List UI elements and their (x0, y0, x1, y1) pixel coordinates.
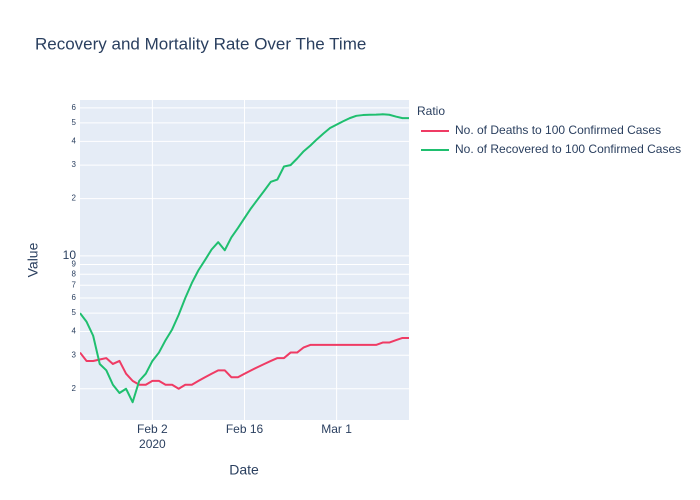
y-tick-label: 3 (72, 350, 77, 359)
y-axis-title: Value (25, 242, 41, 277)
y-tick-label: 3 (72, 160, 77, 169)
y-tick-label: 4 (72, 327, 77, 336)
line (80, 113, 409, 404)
x-tick-label: Feb 2 (137, 422, 168, 436)
y-tick-label: 6 (72, 103, 77, 112)
y-tick-label: 6 (72, 293, 77, 302)
y-tick-label: 10 (63, 248, 77, 262)
legend-title: Ratio (417, 104, 445, 118)
x-tick-label: Feb 16 (226, 422, 264, 436)
chart-title: Recovery and Mortality Rate Over The Tim… (35, 34, 366, 53)
y-tick-label: 2 (72, 194, 77, 203)
x-year-label: 2020 (139, 437, 166, 451)
series-group (80, 113, 409, 404)
y-tick-label: 9 (72, 260, 77, 269)
legend-label: No. of Deaths to 100 Confirmed Cases (455, 123, 661, 137)
y-tick-label: 5 (72, 308, 77, 317)
line (80, 336, 409, 390)
x-axis-title: Date (229, 462, 259, 478)
y-tick-label: 8 (72, 269, 77, 278)
y-tick-label: 7 (72, 280, 77, 289)
y-tick-label: 5 (72, 118, 77, 127)
y-tick-label: 4 (72, 136, 77, 145)
x-tick-label: Mar 1 (321, 422, 352, 436)
y-tick-label: 2 (72, 384, 77, 393)
legend-label: No. of Recovered to 100 Confirmed Cases (455, 142, 681, 156)
